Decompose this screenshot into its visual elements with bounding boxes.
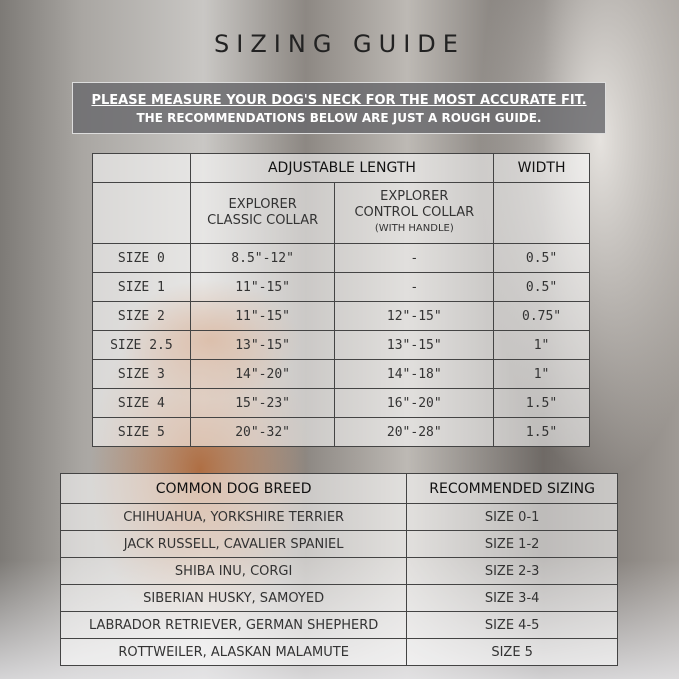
header-line: CONTROL COLLAR (354, 205, 475, 220)
table-row: ROTTWEILER, ALASKAN MALAMUTE SIZE 5 (59, 638, 618, 666)
cell-sizing: SIZE 0-1 (406, 503, 618, 531)
cell-size: SIZE 3 (92, 359, 191, 389)
cell-size: SIZE 1 (92, 272, 191, 302)
table-row: LABRADOR RETRIEVER, GERMAN SHEPHERD SIZE … (59, 611, 618, 639)
adjustable-length-header: ADJUSTABLE LENGTH (189, 153, 495, 183)
cell-control: 20"-28" (334, 417, 495, 447)
cell-breed: SHIBA INU, CORGI (59, 557, 408, 585)
cell-size: SIZE 4 (92, 388, 191, 418)
header-line: CLASSIC COLLAR (207, 213, 319, 228)
cell-classic: 20"-32" (189, 417, 336, 447)
cell-breed: SIBERIAN HUSKY, SAMOYED (59, 584, 408, 612)
cell-breed: JACK RUSSELL, CAVALIER SPANIEL (59, 530, 408, 558)
cell-classic: 15"-23" (189, 388, 336, 418)
cell-breed: ROTTWEILER, ALASKAN MALAMUTE (59, 638, 408, 666)
cell-size: SIZE 5 (92, 417, 191, 447)
table-row: SIZE 2 11"-15" 12"-15" 0.75" (92, 301, 590, 331)
notice-line-1: PLEASE MEASURE YOUR DOG'S NECK FOR THE M… (91, 93, 587, 108)
cell-classic: 11"-15" (189, 301, 336, 331)
table-row: SIZE 0 8.5"-12" -0.5" (92, 243, 590, 273)
table-row: SIBERIAN HUSKY, SAMOYED SIZE 3-4 (59, 584, 618, 612)
cell-sizing: SIZE 1-2 (406, 530, 618, 558)
cell-control: 12"-15" (334, 301, 495, 331)
cell-sizing: SIZE 2-3 (406, 557, 618, 585)
cell-classic: 11"-15" (189, 272, 336, 302)
table-row: SIZE 3 14"-20" 14"-18" 1" (92, 359, 590, 389)
cell-classic: 8.5"-12" (189, 243, 336, 273)
blank-subheader (92, 182, 191, 244)
cell-classic: 13"-15" (189, 330, 336, 360)
cell-width: 1.5" (493, 388, 590, 418)
table-row: SIZE 5 20"-32" 20"-28" 1.5" (92, 417, 590, 447)
cell-sizing: SIZE 5 (406, 638, 618, 666)
cell-width: 0.5" (493, 272, 590, 302)
table-row: JACK RUSSELL, CAVALIER SPANIEL SIZE 1-2 (59, 530, 618, 558)
cell-width: 0.5" (493, 243, 590, 273)
header-line: EXPLORER (380, 189, 449, 204)
sizing-header: RECOMMENDED SIZING (406, 473, 618, 504)
table-row: SIZE 2.5 13"-15" 13"-15" 1" (92, 330, 590, 360)
table-row: SIZE 4 15"-23" 16"-20" 1.5" (92, 388, 590, 418)
cell-size: SIZE 0 (92, 243, 191, 273)
cell-breed: CHIHUAHUA, YORKSHIRE TERRIER (59, 503, 408, 531)
header-line: EXPLORER (228, 197, 297, 212)
table-row: SHIBA INU, CORGI SIZE 2-3 (59, 557, 618, 585)
cell-control: - (334, 272, 495, 302)
classic-collar-header: EXPLORER CLASSIC COLLAR (189, 182, 336, 244)
control-collar-header: EXPLORER CONTROL COLLAR (WITH HANDLE) (334, 182, 495, 244)
header-note: (WITH HANDLE) (374, 223, 454, 234)
cell-sizing: SIZE 4-5 (406, 611, 618, 639)
notice-line-2: THE RECOMMENDATIONS BELOW ARE JUST A ROU… (136, 111, 542, 125)
cell-size: SIZE 2.5 (92, 330, 191, 360)
cell-width: 0.75" (493, 301, 590, 331)
size-table: ADJUSTABLE LENGTH WIDTH EXPLORER CLASSIC … (92, 153, 590, 447)
cell-control: 16"-20" (334, 388, 495, 418)
cell-width: 1.5" (493, 417, 590, 447)
page-title: SIZING GUIDE (214, 30, 465, 58)
table-row: CHIHUAHUA, YORKSHIRE TERRIER SIZE 0-1 (59, 503, 618, 531)
blank-subheader (493, 182, 590, 244)
cell-control: 14"-18" (334, 359, 495, 389)
breed-header: COMMON DOG BREED (59, 473, 408, 504)
blank-header (92, 153, 191, 183)
cell-size: SIZE 2 (92, 301, 191, 331)
cell-classic: 14"-20" (189, 359, 336, 389)
breed-table: COMMON DOG BREED RECOMMENDED SIZING CHIH… (59, 473, 618, 666)
cell-width: 1" (493, 359, 590, 389)
cell-breed: LABRADOR RETRIEVER, GERMAN SHEPHERD (59, 611, 408, 639)
width-header: WIDTH (493, 153, 590, 183)
cell-control: - (334, 243, 495, 273)
cell-width: 1" (493, 330, 590, 360)
measure-notice: PLEASE MEASURE YOUR DOG'S NECK FOR THE M… (72, 82, 606, 134)
cell-control: 13"-15" (334, 330, 495, 360)
cell-sizing: SIZE 3-4 (406, 584, 618, 612)
table-row: SIZE 1 11"-15" -0.5" (92, 272, 590, 302)
